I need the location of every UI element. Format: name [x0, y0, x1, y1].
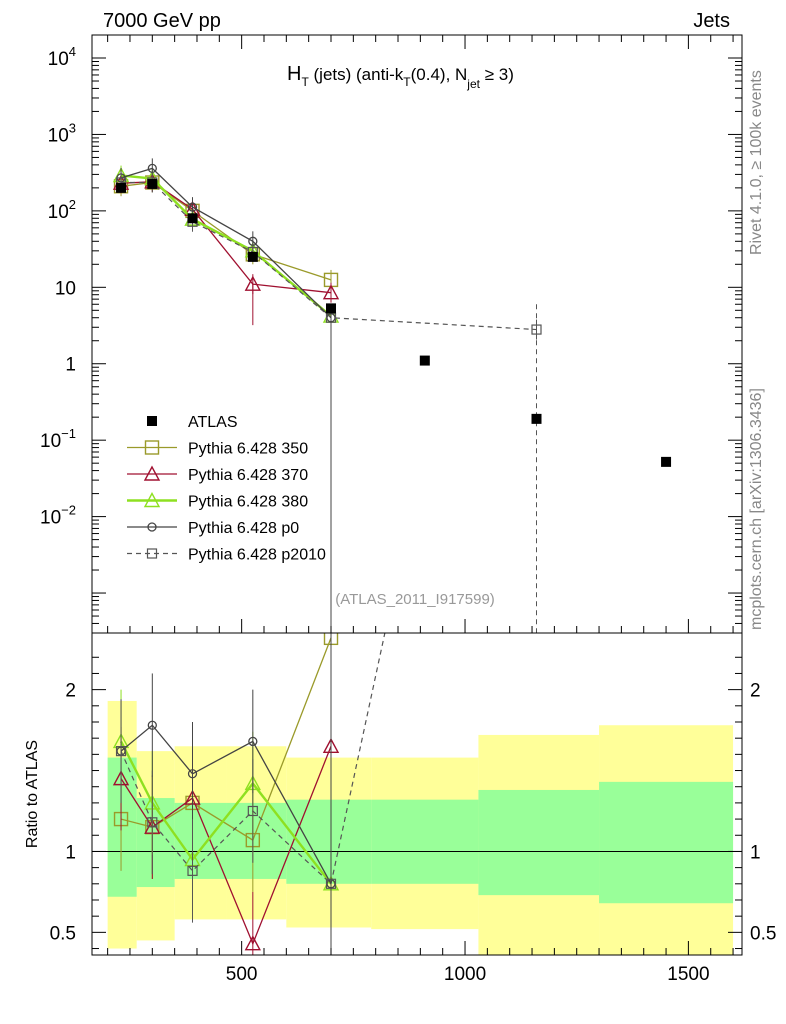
point-atlas [419, 355, 430, 366]
analysis-id-annotation: (ATLAS_2011_I917599) [335, 591, 495, 608]
ratio-panel-series [112, 633, 386, 955]
ratio-y-tick-label-right: 2 [750, 681, 761, 702]
point-atlas [326, 303, 337, 314]
point-atlas [116, 182, 127, 193]
point-atlas [661, 456, 672, 467]
mcplots-reference-label: mcplots.cern.ch [arXiv:1306.3436] [748, 388, 765, 630]
ratio-point-p0 [187, 769, 198, 779]
point-p370 [322, 284, 340, 300]
ratio-point-p2010 [247, 805, 258, 817]
legend-marker-p0 [147, 522, 157, 532]
ratio-band-inner-0 [107, 757, 137, 897]
ratio-panel-frame [91, 632, 743, 956]
ratio-point-p0 [248, 736, 258, 747]
ratio-y-tick-label-left: 1 [65, 842, 76, 863]
y-tick-label: 104 [48, 44, 76, 70]
point-atlas [247, 251, 258, 262]
ratio-y-tick-label-left: 0.5 [50, 923, 76, 944]
legend-label-p370: Pythia 6.428 370 [188, 467, 308, 484]
ratio-band-inner-4 [286, 799, 372, 884]
ratio-y-axis-label: Ratio to ATLAS [24, 740, 41, 848]
y-tick-label: 10−2 [40, 503, 76, 529]
ratio-band-inner-6 [478, 789, 600, 896]
ratio-y-tick-label-right: 0.5 [750, 923, 776, 944]
ratio-point-p0 [147, 720, 157, 730]
ratio-point-p2010 [147, 817, 158, 828]
ratio-band-inner-2 [174, 802, 227, 879]
top-panel-frame [91, 34, 743, 634]
legend-label-atlas: ATLAS [188, 414, 238, 431]
point-atlas [147, 178, 158, 189]
ratio-y-tick-label-right: 1 [750, 842, 761, 863]
y-tick-label: 10 [55, 278, 76, 299]
y-tick-label: 103 [48, 120, 76, 146]
point-atlas [187, 213, 198, 224]
legend-label-p0: Pythia 6.428 p0 [188, 520, 299, 537]
x-tick-label: 500 [226, 964, 258, 985]
y-tick-label: 1 [65, 355, 76, 376]
top-panel-series [112, 158, 672, 633]
y-tick-label: 10−1 [40, 426, 76, 452]
legend-label-p380: Pythia 6.428 380 [188, 494, 308, 511]
x-tick-label: 1000 [444, 964, 486, 985]
series-line-p380 [120, 174, 332, 318]
ratio-y-tick-label-left: 2 [65, 681, 76, 702]
ratio-point-p2010 [115, 746, 127, 757]
point-p0 [187, 202, 198, 212]
ratio-point-p370 [244, 935, 261, 951]
rivet-version-label: Rivet 4.1.0, ≥ 100k events [748, 70, 765, 255]
point-atlas [531, 413, 542, 424]
y-tick-label: 102 [48, 197, 76, 223]
legend-label-p2010: Pythia 6.428 p2010 [188, 547, 326, 564]
observable-category-label: Jets [693, 10, 730, 32]
point-p0 [147, 163, 157, 174]
legend-marker-p2010 [146, 548, 158, 559]
collision-energy-label: 7000 GeV pp [103, 10, 221, 32]
ratio-band-inner-7 [599, 781, 734, 904]
plot-title: HT (jets) (anti-kT(0.4), Njet ≥ 3) [287, 63, 514, 91]
legend-marker-atlas [147, 416, 157, 426]
x-tick-label: 1500 [667, 964, 709, 985]
legend-marker-p370 [143, 465, 161, 481]
series-line-p2010 [121, 181, 537, 331]
legend-marker-p380 [143, 492, 161, 508]
legend-marker-p350 [144, 440, 160, 455]
series-line-p350 [120, 181, 332, 281]
ratio-band-inner-5 [371, 799, 479, 884]
ratio-line-p2010 [120, 633, 386, 885]
ratio-point-p2010 [187, 865, 198, 876]
legend-label-p350: Pythia 6.428 350 [188, 441, 308, 458]
